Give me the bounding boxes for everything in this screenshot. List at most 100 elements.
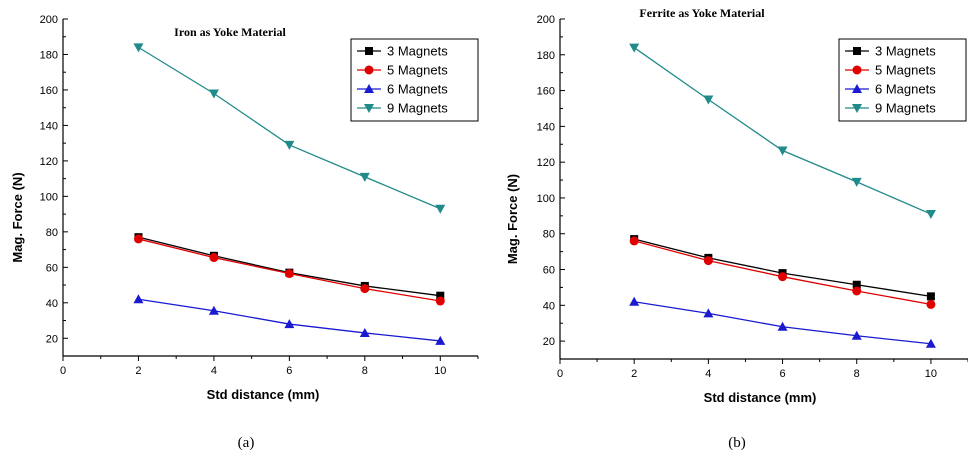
x-axis-label: Std distance (mm): [704, 390, 817, 405]
data-point: [926, 299, 936, 309]
data-point: [851, 330, 862, 340]
y-tick-label: 40: [46, 298, 58, 310]
data-point: [629, 236, 639, 246]
series-3-magnets: [630, 235, 935, 301]
x-tick-label: 6: [286, 365, 292, 377]
legend-label: 6 Magnets: [387, 82, 448, 97]
legend-label: 3 Magnets: [387, 44, 448, 59]
data-point: [435, 204, 446, 214]
data-point: [209, 253, 219, 263]
legend-marker: [364, 104, 374, 113]
legend-marker: [364, 84, 374, 93]
y-tick-label: 140: [537, 121, 555, 133]
x-tick-label: 10: [434, 365, 446, 377]
legend: 3 Magnets 5 Magnets 6 Magnets 9 Magnets: [350, 38, 479, 122]
data-point: [629, 296, 640, 306]
panel-label: (a): [238, 435, 255, 451]
x-tick-label: 8: [362, 365, 368, 377]
x-tick-label: 0: [557, 368, 563, 380]
y-tick-label: 120: [537, 157, 555, 169]
legend-label: 5 Magnets: [875, 63, 936, 78]
legend-label: 5 Magnets: [387, 63, 448, 78]
data-point: [436, 291, 445, 300]
legend-marker: [853, 47, 861, 55]
chart-panel-b: 20 40 60 80 100 120 140 160 180 200 0 2 4 6 8 10 Ferrite…: [505, 6, 968, 451]
data-point: [133, 294, 144, 304]
y-tick-label: 100: [40, 191, 58, 203]
series-line: [138, 236, 441, 297]
x-tick-label: 2: [135, 365, 141, 377]
x-tick-label: 8: [854, 368, 860, 380]
data-point: [133, 43, 144, 53]
data-point: [359, 172, 370, 182]
x-tick-label: 2: [631, 368, 637, 380]
data-point: [778, 272, 788, 282]
legend-marker: [852, 104, 862, 113]
y-tick-label: 120: [40, 156, 58, 168]
x-tick-label: 6: [779, 368, 785, 380]
data-point: [925, 338, 936, 348]
data-point: [359, 327, 370, 337]
series-6-magnets: [133, 294, 446, 345]
data-point: [435, 335, 446, 345]
x-tick-label: 10: [925, 368, 937, 380]
data-point: [777, 146, 788, 156]
data-point: [133, 234, 143, 244]
data-point: [852, 280, 861, 289]
y-tick-label: 40: [543, 300, 555, 312]
series-5-magnets: [629, 236, 936, 309]
legend-marker: [852, 65, 862, 75]
y-tick-label: 80: [543, 229, 555, 241]
legend-marker: [852, 84, 862, 93]
data-point: [851, 177, 862, 187]
y-tick-label: 20: [543, 336, 555, 348]
y-tick-label: 140: [40, 120, 58, 132]
legend-label: 9 Magnets: [875, 101, 936, 116]
data-point: [925, 210, 936, 220]
panel-label: (b): [728, 435, 746, 451]
data-point: [284, 269, 294, 279]
data-point: [360, 284, 370, 294]
y-axis-label: Mag. Force (N): [10, 172, 25, 262]
data-point: [284, 140, 295, 150]
y-tick-label: 180: [40, 49, 58, 61]
series-3-magnets: [134, 233, 445, 300]
chart-panel-a: 20 40 60 80 100 120 140 160 180 200 0 2 4 6 8 10 Iron as…: [10, 14, 479, 451]
x-tick-label: 0: [60, 365, 66, 377]
y-tick-label: 60: [543, 265, 555, 277]
data-point: [208, 305, 219, 315]
y-tick-label: 160: [40, 85, 58, 97]
series-5-magnets: [133, 234, 445, 306]
legend-marker: [365, 47, 373, 55]
data-point: [777, 321, 788, 331]
series-line: [634, 238, 932, 298]
data-point: [703, 95, 714, 105]
data-point: [208, 89, 219, 99]
legend-label: 6 Magnets: [875, 82, 936, 97]
y-tick-label: 160: [537, 86, 555, 98]
data-point: [703, 308, 714, 318]
y-tick-label: 180: [537, 50, 555, 62]
series-9-magnets: [629, 43, 936, 220]
data-point: [629, 43, 640, 53]
data-point: [284, 319, 295, 329]
x-tick-label: 4: [705, 368, 711, 380]
legend: 3 Magnets 5 Magnets 6 Magnets 9 Magnets: [838, 38, 967, 122]
chart-title: Ferrite as Yoke Material: [639, 6, 765, 20]
data-point: [926, 292, 935, 301]
chart-title: Iron as Yoke Material: [174, 25, 286, 39]
y-tick-label: 200: [537, 14, 555, 26]
y-tick-label: 200: [40, 14, 58, 26]
data-point: [435, 296, 445, 306]
x-tick-label: 4: [211, 365, 217, 377]
x-axis-label: Std distance (mm): [207, 387, 320, 402]
y-tick-label: 60: [46, 262, 58, 274]
y-axis-label: Mag. Force (N): [505, 174, 520, 264]
series-9-magnets: [133, 43, 446, 214]
data-point: [852, 286, 862, 296]
y-tick-label: 100: [537, 193, 555, 205]
legend-label: 3 Magnets: [875, 44, 936, 59]
series-6-magnets: [629, 296, 936, 348]
data-point: [703, 256, 713, 266]
